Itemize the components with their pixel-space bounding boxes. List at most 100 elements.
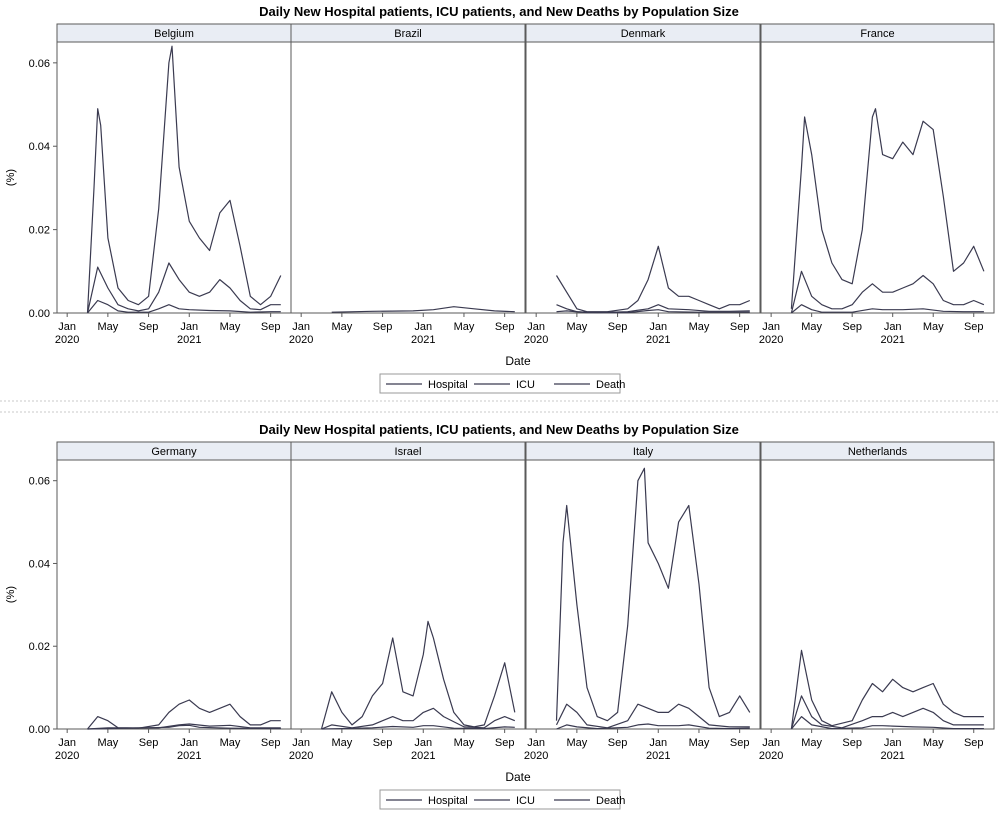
x-tick-year-label: 2021 <box>177 750 201 762</box>
x-tick-label: Sep <box>608 737 628 749</box>
y-tick-label: 0.04 <box>29 558 50 570</box>
legend-entry-label: ICU <box>516 379 535 391</box>
x-tick-label: May <box>566 321 587 333</box>
x-tick-year-label: 2021 <box>646 334 670 346</box>
x-tick-label: May <box>220 737 241 749</box>
x-tick-year-label: 2021 <box>880 750 904 762</box>
x-tick-label: Sep <box>730 737 750 749</box>
y-tick-label: 0.00 <box>29 308 50 320</box>
x-tick-label: May <box>923 737 944 749</box>
x-tick-label: Jan <box>762 737 780 749</box>
legend: Hospital ICU Death <box>379 373 625 394</box>
x-tick-label: Sep <box>373 737 393 749</box>
x-tick-year-label: 2020 <box>289 334 313 346</box>
x-tick-year-label: 2020 <box>759 750 783 762</box>
x-tick-label: Sep <box>608 321 628 333</box>
panel-frame <box>760 41 995 314</box>
x-tick-label: May <box>454 737 475 749</box>
x-tick-year-label: 2021 <box>411 334 435 346</box>
panel-strip-label: Italy <box>633 446 654 458</box>
series-line-death <box>791 304 984 314</box>
x-axis-label: Date <box>505 354 531 368</box>
series-line-hospital <box>790 649 984 730</box>
x-tick-label: Jan <box>414 737 432 749</box>
panel-frame <box>290 459 526 730</box>
x-tick-label: May <box>331 737 352 749</box>
y-axis-label: (%) <box>5 586 17 603</box>
series-line-death <box>321 725 515 730</box>
x-tick-year-label: 2020 <box>289 750 313 762</box>
legend-entry-label: Hospital <box>428 379 468 391</box>
chart-2: Daily New Hospital patients, ICU patient… <box>5 422 995 810</box>
series-line-hospital <box>86 45 282 314</box>
x-axis-label: Date <box>505 770 531 784</box>
x-tick-year-label: 2021 <box>411 750 435 762</box>
chart-title: Daily New Hospital patients, ICU patient… <box>259 4 739 19</box>
panel-frame <box>525 459 761 730</box>
legend-entry-label: Death <box>596 379 625 391</box>
panel-strip-label: Germany <box>151 446 197 458</box>
x-tick-label: Jan <box>884 737 902 749</box>
panel-strip-label: Denmark <box>621 28 666 40</box>
panel-frame <box>290 41 526 314</box>
y-tick-label: 0.06 <box>29 58 50 70</box>
series-line-death <box>556 309 750 314</box>
x-tick-label: Jan <box>58 737 76 749</box>
x-tick-label: May <box>566 737 587 749</box>
x-tick-label: May <box>97 737 118 749</box>
panel-strip-label: Israel <box>395 446 422 458</box>
x-tick-label: Jan <box>58 321 76 333</box>
x-tick-year-label: 2020 <box>524 750 548 762</box>
x-tick-label: Jan <box>292 321 310 333</box>
y-tick-label: 0.06 <box>29 476 50 488</box>
x-tick-label: Jan <box>180 737 198 749</box>
y-tick-label: 0.00 <box>29 724 50 736</box>
x-tick-label: Sep <box>261 737 281 749</box>
panel-strip-label: France <box>860 28 894 40</box>
panel-strip-label: Netherlands <box>848 446 908 458</box>
chart-title: Daily New Hospital patients, ICU patient… <box>259 422 739 437</box>
x-tick-label: May <box>689 737 710 749</box>
x-tick-label: May <box>801 737 822 749</box>
chart-1: Daily New Hospital patients, ICU patient… <box>5 4 995 394</box>
series-line-icu <box>555 703 750 729</box>
x-tick-label: Sep <box>139 321 159 333</box>
legend-entry-label: ICU <box>516 795 535 807</box>
x-tick-label: Sep <box>964 321 984 333</box>
x-tick-label: Sep <box>842 737 862 749</box>
series-line-hospital <box>555 467 751 722</box>
x-tick-label: Jan <box>649 321 667 333</box>
x-tick-label: May <box>801 321 822 333</box>
legend: Hospital ICU Death <box>379 789 625 810</box>
series-line-hospital <box>87 699 281 730</box>
y-tick-label: 0.04 <box>29 141 50 153</box>
x-tick-label: Jan <box>884 321 902 333</box>
series-line-death <box>87 299 281 314</box>
series-line-icu <box>790 270 985 314</box>
x-tick-label: Sep <box>139 737 159 749</box>
x-tick-label: May <box>454 321 475 333</box>
panel-frame <box>56 459 292 730</box>
x-tick-label: Sep <box>842 321 862 333</box>
x-tick-label: Jan <box>414 321 432 333</box>
series-line-hospital <box>790 108 985 309</box>
x-tick-label: May <box>220 321 241 333</box>
y-tick-label: 0.02 <box>29 225 50 237</box>
x-tick-label: Sep <box>495 321 515 333</box>
panel-strip-label: Belgium <box>154 28 194 40</box>
x-tick-year-label: 2020 <box>55 334 79 346</box>
x-tick-label: Sep <box>964 737 984 749</box>
series-line-hospital <box>320 620 516 730</box>
x-tick-label: May <box>923 321 944 333</box>
x-tick-year-label: 2021 <box>880 334 904 346</box>
x-tick-year-label: 2021 <box>177 334 201 346</box>
y-tick-label: 0.02 <box>29 641 50 653</box>
